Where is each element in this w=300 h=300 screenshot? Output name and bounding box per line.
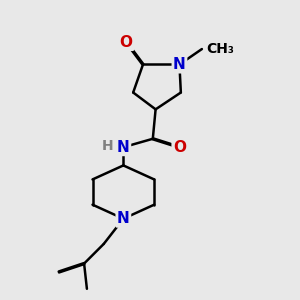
Text: N: N <box>117 140 130 155</box>
Text: N: N <box>117 211 130 226</box>
Text: O: O <box>173 140 186 155</box>
Text: H: H <box>102 139 114 153</box>
Text: CH₃: CH₃ <box>206 42 234 56</box>
Text: N: N <box>173 57 186 72</box>
Text: O: O <box>120 34 133 50</box>
